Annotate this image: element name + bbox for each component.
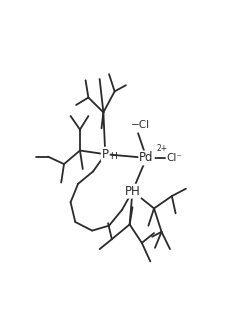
Text: Cl⁻: Cl⁻ [166, 153, 182, 163]
Text: Pd: Pd [139, 151, 154, 164]
Text: 2+: 2+ [156, 144, 167, 154]
Text: H: H [110, 152, 116, 161]
Text: −Cl: −Cl [131, 120, 150, 130]
Text: PH: PH [125, 185, 140, 198]
Text: P: P [102, 148, 109, 161]
